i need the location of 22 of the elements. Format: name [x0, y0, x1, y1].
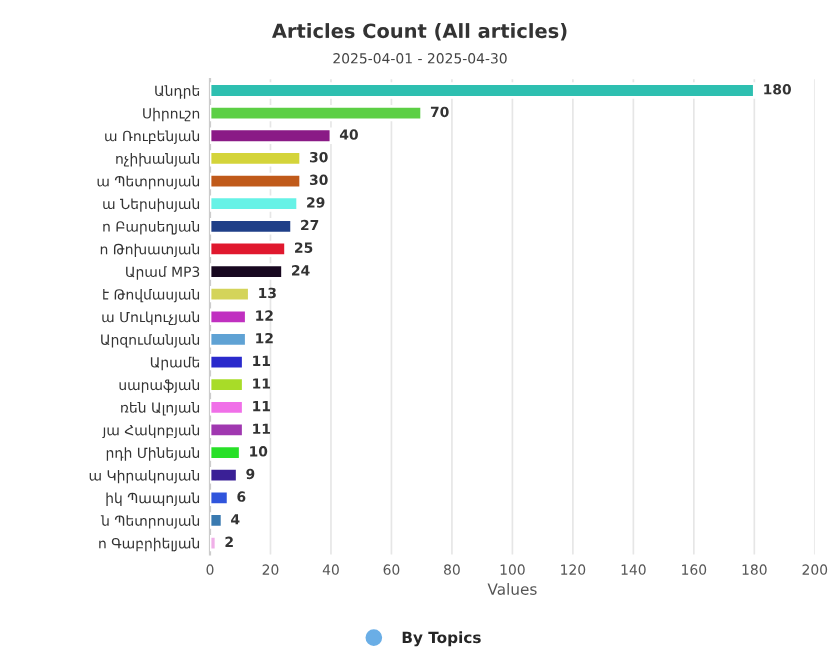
- bar: [210, 195, 300, 212]
- bar: [210, 285, 251, 303]
- bar: [210, 376, 245, 393]
- bar: [210, 172, 303, 190]
- bar: [210, 444, 242, 461]
- bar: [210, 353, 245, 371]
- bar: [210, 512, 224, 529]
- bar: [210, 263, 284, 280]
- bar: [210, 421, 245, 439]
- bar: [210, 489, 230, 507]
- bar: [210, 218, 294, 235]
- bar: [210, 399, 245, 416]
- bar: [210, 150, 303, 167]
- chart-title: Articles Count (All articles): [271, 23, 567, 41]
- bar: [210, 240, 287, 258]
- bar: [210, 534, 218, 552]
- bar: [210, 467, 239, 484]
- bar: [210, 331, 248, 348]
- bar: [210, 82, 756, 99]
- bar: [210, 308, 248, 325]
- bar: [210, 104, 424, 122]
- bar: [210, 127, 333, 144]
